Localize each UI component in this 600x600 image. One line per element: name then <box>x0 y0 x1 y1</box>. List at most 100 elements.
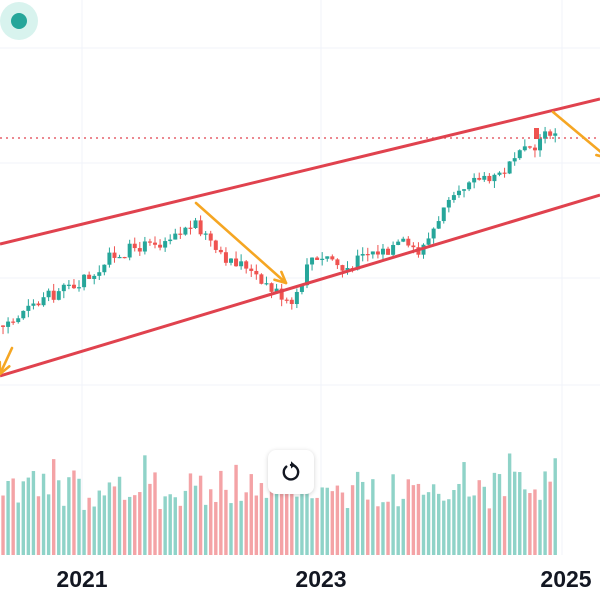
reset-zoom-button[interactable] <box>268 450 314 494</box>
candle-body <box>208 233 213 241</box>
candle-body <box>365 254 370 256</box>
candle-body <box>234 258 239 267</box>
volume-bar <box>553 458 557 555</box>
volume-bar <box>21 481 25 555</box>
candle-body <box>543 131 548 139</box>
volume-bar <box>203 504 208 555</box>
volume-bar <box>183 490 188 555</box>
annotation-arrowhead <box>273 270 288 285</box>
volume-bar <box>285 489 289 555</box>
candle-body <box>532 147 537 151</box>
volume-bar <box>158 508 162 555</box>
candle-body <box>467 182 472 190</box>
candle-body <box>188 227 193 229</box>
candle-body <box>487 175 492 182</box>
candle-body <box>6 321 11 327</box>
annotation-arrow[interactable] <box>0 346 14 376</box>
candle-body <box>117 256 122 259</box>
volume-bar <box>361 481 365 555</box>
volume-bar <box>421 494 426 555</box>
volume-bar <box>173 497 177 555</box>
candle-body <box>406 238 411 246</box>
trend-channel-upper[interactable] <box>0 97 600 246</box>
candle-body <box>401 238 406 242</box>
candle-body <box>497 172 502 175</box>
volume-bar <box>533 489 537 555</box>
volume-bar <box>396 506 400 555</box>
volume-bar <box>472 495 476 555</box>
candle-body <box>477 177 482 180</box>
volume-bar <box>138 492 142 555</box>
grid-lines <box>0 0 600 555</box>
volume-bar <box>366 499 370 555</box>
volume-bar <box>193 485 198 555</box>
volume-bar <box>507 453 512 555</box>
volume-bar <box>305 477 309 555</box>
candle-body <box>249 268 254 271</box>
candle-body <box>56 291 61 300</box>
volume-bar <box>198 475 203 555</box>
volume-bar <box>224 489 228 555</box>
candle-body <box>553 133 558 136</box>
x-axis-label-2023: 2023 <box>295 566 347 592</box>
volume-bar <box>122 499 127 555</box>
candle-body <box>51 290 56 300</box>
volume-bar <box>406 479 411 555</box>
volume-bar <box>512 471 517 555</box>
volume-bars <box>1 453 557 555</box>
volume-bar <box>477 480 481 555</box>
volume-bar <box>320 487 324 555</box>
volume-bar <box>467 496 471 555</box>
candle-body <box>11 321 16 323</box>
candle-body <box>426 238 431 245</box>
candle-body <box>107 252 112 265</box>
volume-bar <box>46 494 51 555</box>
volume-bar <box>274 488 279 555</box>
reset-zoom-icon <box>282 461 300 481</box>
candle-body <box>360 254 365 256</box>
annotation-arrow[interactable] <box>551 110 600 158</box>
volume-bar <box>269 487 274 555</box>
candle-body <box>193 220 198 228</box>
candle-body <box>147 241 152 243</box>
trend-channel-lower[interactable] <box>0 193 600 378</box>
candle-body <box>112 252 117 258</box>
live-status-dot-icon <box>0 2 38 40</box>
candle-body <box>259 274 264 284</box>
volume-bar <box>214 501 218 555</box>
volume-bar <box>26 477 31 555</box>
candle-body <box>512 158 517 162</box>
candle-body <box>1 325 6 327</box>
volume-bar <box>442 500 446 555</box>
volume-bar <box>437 493 441 555</box>
volume-bar <box>462 462 466 555</box>
volume-bar <box>502 496 507 555</box>
candle-body <box>304 264 309 286</box>
status-dot-core <box>11 13 27 29</box>
volume-bar <box>229 503 233 555</box>
candle-body <box>527 146 532 148</box>
volume-bar <box>254 495 259 555</box>
candle-body <box>355 255 360 270</box>
volume-bar <box>310 498 314 555</box>
volume-bar <box>518 472 522 555</box>
drawing-overlays[interactable] <box>0 97 600 378</box>
volume-bar <box>315 497 319 555</box>
volume-bar <box>219 470 223 555</box>
volume-bar <box>264 497 269 555</box>
volume-bar <box>112 486 117 555</box>
volume-bar <box>279 469 284 555</box>
candle-body <box>158 244 163 248</box>
candle-body <box>132 243 137 249</box>
candle-body <box>274 288 279 292</box>
volume-bar <box>82 509 86 555</box>
candle-body <box>97 272 102 276</box>
x-axis-label-2025: 2025 <box>540 566 592 592</box>
volume-bar <box>1 495 5 555</box>
volume-bar <box>330 491 335 555</box>
annotation-arrow[interactable] <box>194 201 288 285</box>
volume-bar <box>97 490 101 555</box>
candle-body <box>92 275 97 279</box>
